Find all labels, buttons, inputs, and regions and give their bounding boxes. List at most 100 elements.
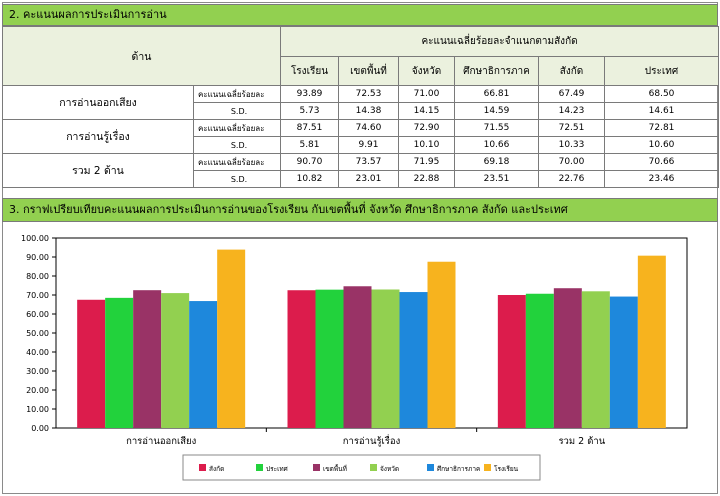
column-header: จังหวัด xyxy=(398,56,455,86)
table-row: การอ่านรู้เรื่อง คะแนนเฉลี่ยร้อยละ 87.51… xyxy=(2,119,720,154)
table-cell: 23.46 xyxy=(603,170,720,188)
table-cell: 74.60 xyxy=(338,119,399,137)
table-cell: 14.61 xyxy=(603,102,720,120)
table-cell: 66.81 xyxy=(454,85,539,103)
table-cell: 90.70 xyxy=(280,153,339,171)
table-cell: 22.76 xyxy=(538,170,605,188)
bar xyxy=(427,261,456,428)
bar xyxy=(217,249,246,428)
legend-swatch xyxy=(313,464,320,471)
x-category-label: รวม 2 ด้าน xyxy=(558,436,605,447)
column-header: ประเทศ xyxy=(603,56,720,86)
dimension-cell: การอ่านออกเสียง xyxy=(2,85,194,120)
section-3-title: 3. กราฟเปรียบเทียบคะแนนผลการประเมินการอ่… xyxy=(2,198,718,222)
legend-swatch xyxy=(427,464,434,471)
bar xyxy=(371,289,400,428)
legend-label: จังหวัด xyxy=(380,465,399,473)
bar xyxy=(133,290,162,428)
table-cell: 23.01 xyxy=(338,170,399,188)
table-cell: 73.57 xyxy=(338,153,399,171)
dimension-cell: รวม 2 ด้าน xyxy=(2,153,194,188)
table-cell: 72.81 xyxy=(603,119,720,137)
row-label: คะแนนเฉลี่ยร้อยละ xyxy=(193,153,281,171)
table-row: S.D. 5.73 14.38 14.15 14.59 14.23 14.61 xyxy=(3,102,720,120)
y-tick-label: 50.00 xyxy=(26,329,49,338)
legend-label: เขตพื้นที่ xyxy=(323,464,347,473)
table-cell: 72.90 xyxy=(398,119,455,137)
bar xyxy=(343,286,372,428)
table-row: การอ่านออกเสียง คะแนนเฉลี่ยร้อยละ 93.89 … xyxy=(2,85,720,120)
column-header: เขตพื้นที่ xyxy=(338,56,399,86)
x-axis: การอ่านออกเสียง การอ่านรู้เรื่อง รวม 2 ด้า… xyxy=(126,428,606,447)
table-cell: 70.66 xyxy=(603,153,720,171)
bar xyxy=(525,293,554,428)
row-label: คะแนนเฉลี่ยร้อยละ xyxy=(193,85,281,103)
reading-score-table: ด้าน คะแนนเฉลี่ยร้อยละจำแนกตามสังกัด โรง… xyxy=(2,26,720,188)
column-header: ศึกษาธิการภาค xyxy=(454,56,539,86)
y-tick-label: 80.00 xyxy=(26,272,49,281)
table-cell: 70.00 xyxy=(538,153,605,171)
legend-swatch xyxy=(370,464,377,471)
column-header: โรงเรียน xyxy=(280,56,339,86)
bar-series-group xyxy=(77,249,666,428)
table-cell: 10.33 xyxy=(538,136,605,154)
bar xyxy=(399,292,428,428)
table-cell: 23.51 xyxy=(454,170,539,188)
table-cell: 14.23 xyxy=(538,102,605,120)
table-cell: 5.81 xyxy=(280,136,339,154)
legend-swatch xyxy=(256,464,263,471)
section-2-title: 2. คะแนนผลการประเมินการอ่าน xyxy=(2,4,718,26)
bar xyxy=(609,296,638,428)
bar xyxy=(161,293,190,428)
table-row: รวม 2 ด้าน คะแนนเฉลี่ยร้อยละ 90.70 73.57… xyxy=(2,153,720,188)
row-label: S.D. xyxy=(193,170,281,188)
y-tick-label: 60.00 xyxy=(26,310,49,319)
legend-label: โรงเรียน xyxy=(494,465,519,473)
y-tick-label: 70.00 xyxy=(26,291,49,300)
bar xyxy=(315,289,344,428)
reading-comparison-bar-chart: 0.00 10.00 20.00 30.00 40.00 50.00 60.00 70.00 8… xyxy=(21,234,688,481)
x-category-label: การอ่านรู้เรื่อง xyxy=(343,434,401,447)
legend-swatch xyxy=(199,464,206,471)
table-cell: 72.51 xyxy=(538,119,605,137)
table-cell: 22.88 xyxy=(398,170,455,188)
bar xyxy=(77,299,106,428)
header-group: คะแนนเฉลี่ยร้อยละจำแนกตามสังกัด xyxy=(279,26,720,57)
table-cell: 71.00 xyxy=(398,85,455,103)
x-category-label: การอ่านออกเสียง xyxy=(126,435,196,447)
column-header: สังกัด xyxy=(538,56,605,86)
y-tick-label: 10.00 xyxy=(26,405,49,414)
legend-label: ประเทศ xyxy=(266,465,289,473)
y-tick-label: 40.00 xyxy=(26,348,49,357)
y-tick-label: 0.00 xyxy=(31,424,49,433)
table-cell: 93.89 xyxy=(280,85,339,103)
table-cell: 10.82 xyxy=(280,170,339,188)
table-cell: 71.55 xyxy=(454,119,539,137)
table-cell: 14.59 xyxy=(454,102,539,120)
bar xyxy=(553,288,582,428)
table-cell: 67.49 xyxy=(538,85,605,103)
legend-label: ศึกษาธิการภาค xyxy=(437,465,480,473)
row-label: S.D. xyxy=(193,102,281,120)
bar xyxy=(581,291,610,428)
table-cell: 10.60 xyxy=(603,136,720,154)
table-cell: 71.95 xyxy=(398,153,455,171)
header-dimension: ด้าน xyxy=(2,26,281,86)
table-cell: 10.10 xyxy=(398,136,455,154)
legend-label: สังกัด xyxy=(209,465,224,473)
y-tick-label: 90.00 xyxy=(26,253,49,262)
y-tick-label: 30.00 xyxy=(26,367,49,376)
dimension-cell: การอ่านรู้เรื่อง xyxy=(2,119,194,154)
table-cell: 87.51 xyxy=(280,119,339,137)
bar xyxy=(105,297,134,428)
legend-swatch xyxy=(484,464,491,471)
bar xyxy=(637,255,666,428)
table-cell: 69.18 xyxy=(454,153,539,171)
table-cell: 72.53 xyxy=(338,85,399,103)
table-cell: 14.38 xyxy=(338,102,399,120)
table-cell: 14.15 xyxy=(398,102,455,120)
y-tick-label: 100.00 xyxy=(21,234,49,243)
table-cell: 5.73 xyxy=(280,102,339,120)
table-cell: 9.91 xyxy=(338,136,399,154)
